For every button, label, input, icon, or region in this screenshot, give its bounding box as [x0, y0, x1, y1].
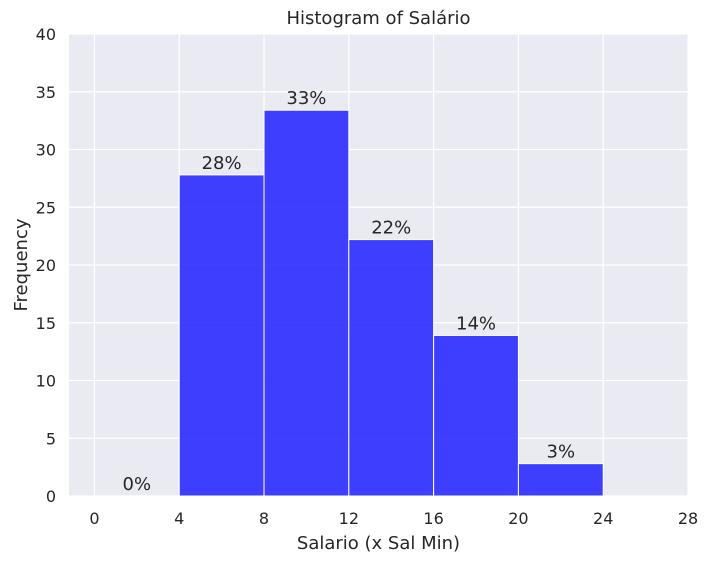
y-tick-label: 30 [36, 141, 56, 160]
y-tick-label: 35 [36, 83, 56, 102]
y-tick-label: 20 [36, 256, 56, 275]
bar-percent-label: 28% [202, 153, 242, 174]
x-tick-label: 20 [508, 509, 528, 528]
x-axis-title: Salario (x Sal Min) [297, 533, 460, 554]
y-tick-label: 40 [36, 25, 56, 44]
x-tick-label: 0 [89, 509, 99, 528]
chart-title: Histogram of Salário [286, 8, 470, 29]
y-tick-label: 0 [46, 487, 56, 506]
bar-percent-label: 0% [123, 474, 152, 495]
bars [178, 109, 604, 497]
y-axis-title: Frequency [11, 218, 32, 311]
x-tick-labels: 0 4 8 12 16 20 24 28 [89, 509, 698, 528]
x-tick-label: 28 [678, 509, 698, 528]
x-tick-label: 4 [174, 509, 184, 528]
bar-percent-label: 14% [456, 313, 496, 334]
x-tick-label: 16 [423, 509, 443, 528]
bar-percent-label: 33% [286, 88, 326, 109]
x-tick-label: 8 [259, 509, 269, 528]
bar-percent-label: 3% [547, 442, 576, 463]
histogram-bar [517, 463, 604, 497]
bar-percent-label: 22% [371, 218, 411, 239]
x-tick-label: 24 [593, 509, 613, 528]
histogram-bar [263, 109, 350, 497]
data-labels: 0% 28% 33% 22% 14% 3% [123, 88, 576, 495]
y-tick-label: 5 [46, 429, 56, 448]
y-tick-label: 10 [36, 372, 56, 391]
histogram-bar [178, 174, 265, 497]
x-tick-label: 12 [339, 509, 359, 528]
histogram-bar [433, 334, 519, 497]
histogram-bar [348, 239, 435, 497]
y-tick-label: 25 [36, 198, 56, 217]
y-tick-labels: 0 5 10 15 20 25 30 35 40 [36, 25, 56, 506]
y-tick-label: 15 [36, 314, 56, 333]
